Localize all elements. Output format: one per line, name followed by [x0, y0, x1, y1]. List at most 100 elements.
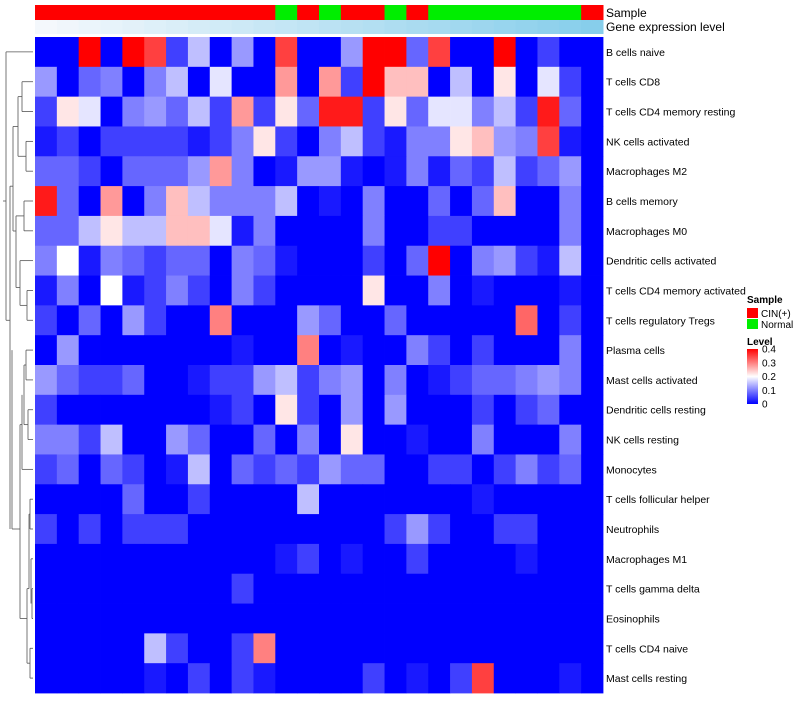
heatmap-cell: [450, 543, 473, 575]
heatmap-cell: [275, 245, 298, 276]
expression-track-cell: [231, 20, 254, 34]
heatmap-cell: [297, 365, 320, 396]
heatmap-cell: [319, 66, 342, 98]
heatmap-cell: [493, 66, 517, 98]
heatmap-cell: [406, 186, 429, 217]
heatmap-cell: [35, 573, 58, 604]
heatmap-cell: [56, 66, 80, 98]
heatmap-cell: [384, 365, 407, 396]
heatmap-cell: [187, 394, 211, 426]
heatmap-cell: [537, 335, 560, 366]
heatmap-cell: [209, 424, 233, 455]
sample-track-cell: [187, 5, 211, 20]
heatmap-cell: [144, 275, 167, 306]
heatmap-cell: [515, 663, 538, 694]
heatmap-cell: [362, 514, 385, 545]
heatmap-cell: [493, 633, 517, 664]
heatmap-cell: [166, 573, 189, 604]
heatmap-cell: [493, 663, 517, 694]
heatmap-cell: [559, 156, 582, 187]
heatmap-cell: [493, 215, 517, 247]
heatmap-cell: [515, 215, 538, 247]
heatmap-cell: [450, 633, 473, 664]
heatmap-cell: [319, 245, 342, 276]
row-label: Eosinophils: [606, 613, 660, 625]
heatmap-cell: [35, 663, 58, 694]
heatmap-cell: [275, 186, 298, 217]
heatmap-cell: [581, 275, 604, 306]
legend-sample-label: Normal: [761, 320, 793, 331]
heatmap-cell: [231, 573, 254, 604]
heatmap-cell: [537, 156, 560, 187]
heatmap-cell: [231, 96, 254, 127]
heatmap-cell: [340, 633, 364, 664]
heatmap-cell: [471, 156, 495, 187]
expression-track-cell: [559, 20, 582, 34]
heatmap-cell: [537, 603, 560, 634]
legend-level-label: 0.3: [762, 358, 776, 369]
heatmap-cell: [56, 245, 80, 276]
expression-track-cell: [297, 20, 320, 34]
heatmap-cell: [187, 484, 211, 515]
heatmap-cell: [35, 365, 58, 396]
heatmap-cell: [537, 633, 560, 664]
heatmap-cell: [122, 96, 145, 127]
heatmap-cell: [297, 335, 320, 366]
heatmap-cell: [384, 335, 407, 366]
heatmap-cell: [275, 663, 298, 694]
heatmap-cell: [144, 394, 167, 426]
legend-sample-title: Sample: [747, 295, 783, 306]
heatmap-cell: [166, 454, 189, 485]
heatmap-cell: [581, 633, 604, 664]
heatmap-cell: [537, 305, 560, 336]
heatmap-cell: [78, 573, 101, 604]
heatmap-cell: [340, 245, 364, 276]
heatmap-cell: [450, 573, 473, 604]
row-label: T cells gamma delta: [606, 584, 700, 596]
heatmap-cell: [428, 245, 451, 276]
heatmap-cell: [428, 543, 451, 575]
heatmap-cell: [35, 37, 58, 68]
heatmap-cell: [275, 126, 298, 157]
heatmap-cell: [253, 156, 276, 187]
heatmap-cell: [166, 37, 189, 68]
sample-track-cell: [275, 5, 298, 20]
heatmap-cell: [297, 275, 320, 306]
heatmap-cell: [56, 454, 80, 485]
heatmap-cell: [515, 603, 538, 634]
heatmap-cell: [209, 305, 233, 336]
heatmap-cell: [493, 603, 517, 634]
heatmap-cell: [581, 96, 604, 127]
heatmap-cell: [450, 96, 473, 127]
heatmap-cell: [144, 156, 167, 187]
heatmap-cell: [319, 335, 342, 366]
expression-track-cell: [406, 20, 429, 34]
heatmap-cell: [428, 633, 451, 664]
expression-track-cell: [362, 20, 386, 34]
heatmap-cell: [275, 514, 298, 545]
heatmap-cell: [340, 454, 364, 485]
heatmap-cell: [78, 514, 101, 545]
heatmap-cell: [559, 365, 582, 396]
row-label: Monocytes: [606, 464, 657, 476]
heatmap-cell: [56, 215, 80, 247]
heatmap-cell: [144, 663, 167, 694]
heatmap-cell: [362, 215, 385, 247]
heatmap-cell: [471, 335, 495, 366]
heatmap-cell: [144, 454, 167, 485]
heatmap-cell: [209, 365, 233, 396]
heatmap-cell: [100, 275, 123, 306]
heatmap-cell: [319, 424, 342, 455]
heatmap-cell: [362, 96, 385, 127]
heatmap-cell: [537, 96, 560, 127]
sample-track-cell: [384, 5, 407, 20]
legend-level-label: 0.2: [762, 372, 776, 383]
heatmap-cell: [340, 126, 364, 157]
heatmap-cell: [35, 156, 58, 187]
heatmap-cell: [406, 245, 429, 276]
heatmap-cell: [581, 394, 604, 426]
heatmap-cell: [166, 245, 189, 276]
heatmap-cell: [581, 663, 604, 694]
heatmap-cell: [471, 37, 495, 68]
